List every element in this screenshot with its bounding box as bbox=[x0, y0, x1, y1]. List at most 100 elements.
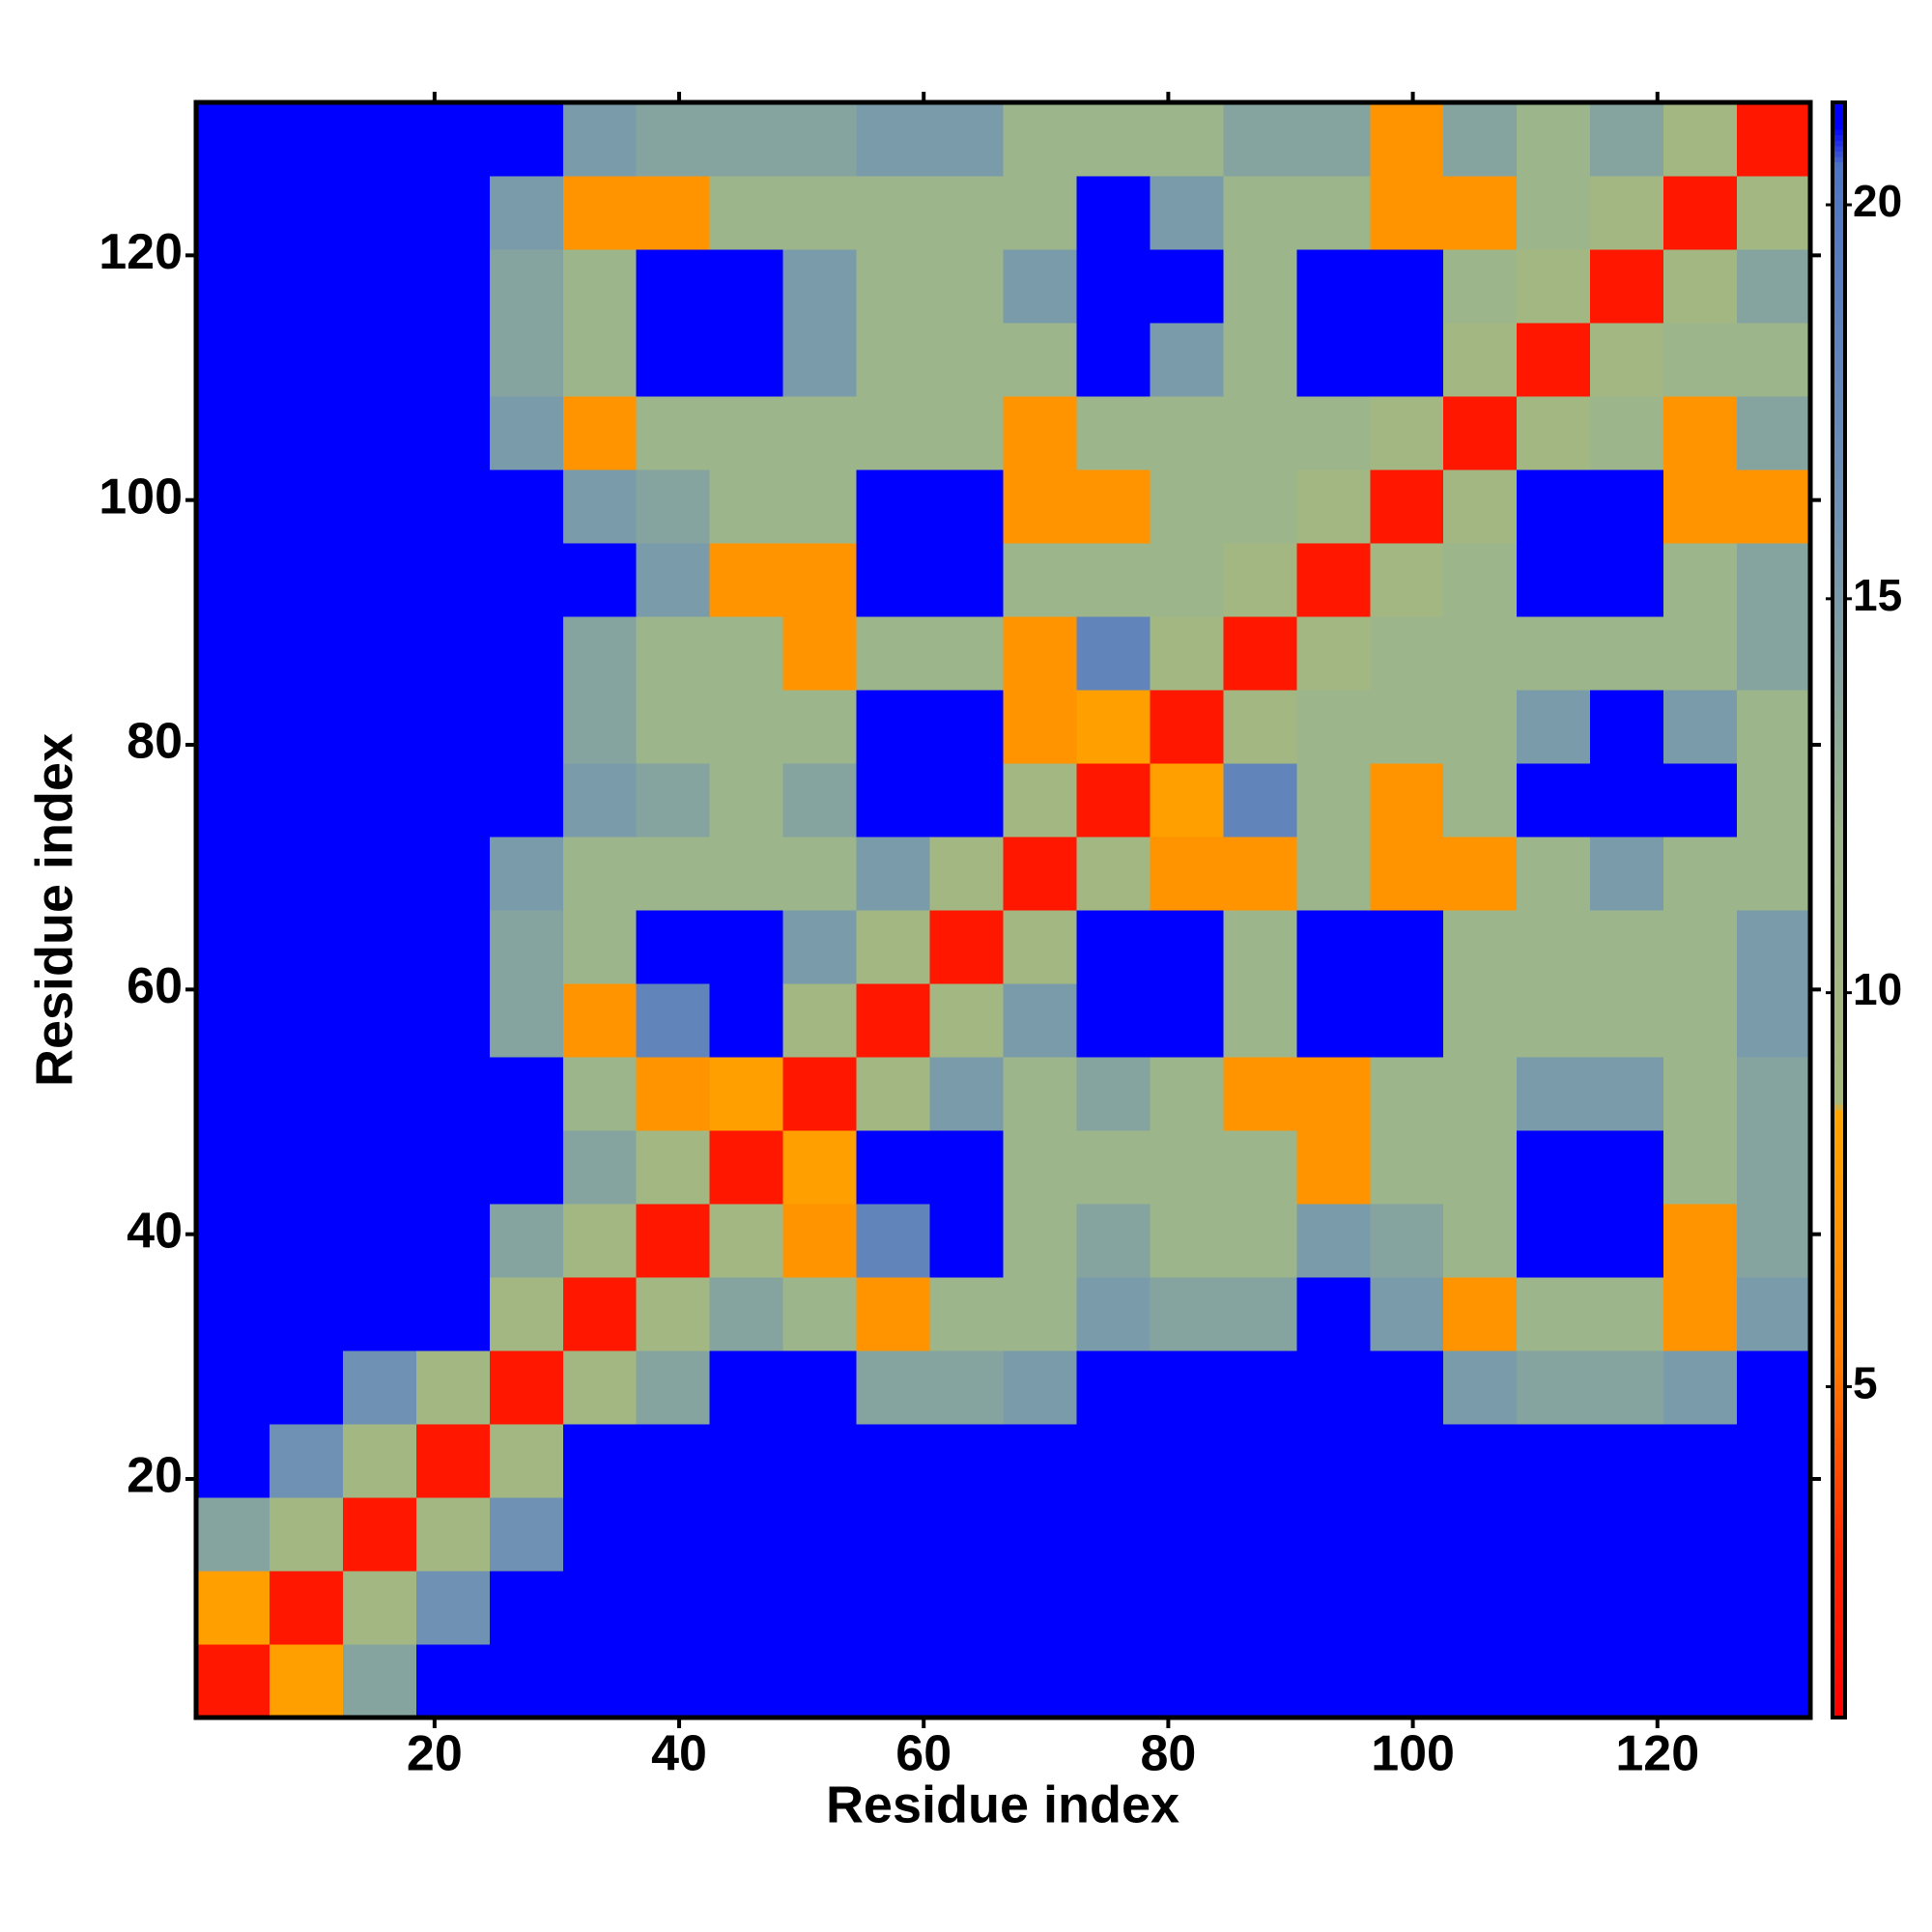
heatmap-cell bbox=[562, 616, 638, 691]
heatmap-cell bbox=[1076, 1571, 1151, 1645]
heatmap-cell bbox=[342, 1277, 417, 1351]
colorbar-segment bbox=[1833, 1427, 1845, 1434]
colorbar-segment bbox=[1833, 1227, 1845, 1235]
heatmap-cell bbox=[1296, 1057, 1371, 1131]
heatmap-cell bbox=[1737, 396, 1811, 470]
heatmap-cell bbox=[342, 1424, 417, 1498]
heatmap-cell bbox=[1003, 910, 1078, 984]
colorbar-segment bbox=[1833, 948, 1845, 954]
colorbar-segment bbox=[1833, 1367, 1845, 1375]
heatmap-cell bbox=[1663, 1350, 1738, 1425]
colorbar-segment bbox=[1833, 657, 1845, 664]
colorbar-segment bbox=[1833, 1314, 1845, 1321]
heatmap-cell bbox=[1443, 1571, 1518, 1645]
heatmap-cell bbox=[1517, 983, 1591, 1058]
heatmap-cell bbox=[709, 1130, 784, 1205]
colorbar-segment bbox=[1833, 1114, 1845, 1122]
colorbar-segment bbox=[1833, 419, 1845, 427]
x-tick-label: 20 bbox=[407, 1726, 463, 1782]
heatmap-cell bbox=[489, 469, 564, 544]
heatmap-cell bbox=[1443, 1350, 1518, 1425]
colorbar-segment bbox=[1833, 1701, 1845, 1708]
heatmap-cell bbox=[636, 102, 711, 177]
colorbar-segment bbox=[1833, 1442, 1845, 1450]
colorbar-segment bbox=[1833, 1038, 1845, 1046]
heatmap-cell bbox=[489, 176, 564, 250]
heatmap-cell bbox=[856, 1497, 931, 1572]
colorbar-segment bbox=[1833, 1222, 1845, 1229]
heatmap-cell bbox=[782, 323, 858, 397]
colorbar-segment bbox=[1833, 404, 1845, 411]
colorbar-segment bbox=[1833, 1147, 1845, 1153]
heatmap-cell bbox=[415, 837, 491, 911]
heatmap-cell bbox=[709, 396, 784, 470]
heatmap-cell bbox=[562, 249, 638, 324]
heatmap-cell bbox=[562, 983, 638, 1058]
heatmap-cell bbox=[489, 1130, 564, 1205]
heatmap-cell bbox=[269, 616, 344, 691]
heatmap-cell bbox=[1150, 102, 1224, 177]
heatmap-cell bbox=[269, 323, 344, 397]
heatmap-cell bbox=[929, 763, 1005, 838]
heatmap-cell bbox=[709, 1204, 784, 1278]
colorbar-segment bbox=[1833, 446, 1845, 454]
colorbar-segment bbox=[1833, 856, 1845, 863]
heatmap-cell bbox=[1590, 837, 1664, 911]
colorbar-segment bbox=[1833, 1007, 1845, 1013]
heatmap-cell bbox=[489, 1571, 564, 1645]
colorbar-segment bbox=[1833, 1216, 1845, 1224]
colorbar-segment bbox=[1833, 1593, 1845, 1601]
colorbar-segment bbox=[1833, 565, 1845, 572]
colorbar-segment bbox=[1833, 323, 1845, 329]
colorbar-segment bbox=[1833, 549, 1845, 555]
heatmap-cell bbox=[1370, 763, 1444, 838]
y-tick-label: 60 bbox=[127, 958, 183, 1014]
colorbar-segment bbox=[1833, 963, 1845, 971]
heatmap-cell bbox=[1150, 396, 1224, 470]
heatmap-cell bbox=[196, 910, 270, 984]
colorbar-segment bbox=[1833, 904, 1845, 911]
colorbar-segment bbox=[1833, 915, 1845, 922]
heatmap-cell bbox=[1663, 469, 1738, 544]
heatmap-cell bbox=[269, 1497, 344, 1572]
colorbar-segment bbox=[1833, 371, 1845, 379]
colorbar-segment bbox=[1833, 544, 1845, 551]
heatmap-cell bbox=[782, 910, 858, 984]
heatmap-cell bbox=[1076, 616, 1151, 691]
heatmap-cell bbox=[1737, 837, 1811, 911]
heatmap-cell bbox=[1737, 1350, 1811, 1425]
colorbar-segment bbox=[1833, 113, 1845, 120]
heatmap-cell bbox=[1003, 102, 1078, 177]
heatmap-cell bbox=[1223, 102, 1297, 177]
colorbar-segment bbox=[1833, 1356, 1845, 1363]
heatmap-cell bbox=[1003, 763, 1078, 838]
heatmap-cell bbox=[562, 469, 638, 544]
colorbar-segment bbox=[1833, 1017, 1845, 1024]
heatmap-cell bbox=[709, 176, 784, 250]
colorbar-segment bbox=[1833, 1065, 1845, 1072]
colorbar-segment bbox=[1833, 1674, 1845, 1681]
heatmap-cell bbox=[1370, 1130, 1444, 1205]
heatmap-cell bbox=[1076, 1644, 1151, 1719]
heatmap-cell bbox=[562, 1350, 638, 1425]
colorbar-segment bbox=[1833, 1405, 1845, 1412]
heatmap-cell bbox=[196, 1057, 270, 1131]
heatmap-cell bbox=[1370, 249, 1444, 324]
colorbar-segment bbox=[1833, 409, 1845, 416]
heatmap-cell bbox=[1443, 983, 1518, 1058]
heatmap-cell bbox=[1443, 1644, 1518, 1719]
colorbar-segment bbox=[1833, 1389, 1845, 1396]
heatmap-cell bbox=[929, 910, 1005, 984]
colorbar-segment bbox=[1833, 1647, 1845, 1654]
colorbar-segment bbox=[1833, 823, 1845, 831]
colorbar-segment bbox=[1833, 156, 1845, 163]
heatmap-cell bbox=[856, 176, 931, 250]
heatmap-cell bbox=[415, 1130, 491, 1205]
heatmap-cell bbox=[636, 176, 711, 250]
colorbar-segment bbox=[1833, 1706, 1845, 1714]
colorbar-segment bbox=[1833, 834, 1845, 841]
heatmap-cell bbox=[1370, 396, 1444, 470]
colorbar-segment bbox=[1833, 172, 1845, 179]
heatmap-cell bbox=[269, 1571, 344, 1645]
colorbar-segment bbox=[1833, 818, 1845, 825]
